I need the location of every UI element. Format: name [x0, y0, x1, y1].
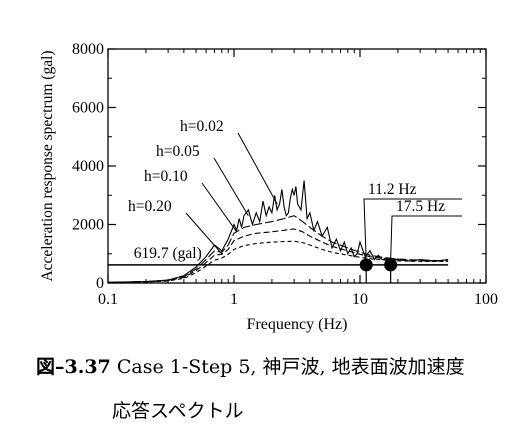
x-tick-label: 100: [474, 291, 498, 308]
x-axis-label: Frequency (Hz): [247, 316, 348, 333]
figure-caption-line-1: 図–3.37 Case 1-Step 5, 神戸波, 地表面波加速度: [36, 352, 465, 379]
frequency-marker-leader: [363, 198, 462, 261]
frequency-marker-leader: [390, 215, 462, 261]
x-tick-label: 10: [352, 291, 368, 308]
frequency-marker-label: 11.2 Hz: [368, 181, 417, 198]
series-line-h-0-10: [107, 228, 449, 283]
series-label: h=0.20: [128, 198, 172, 215]
series-line-h-0-02: [107, 180, 449, 283]
y-tick-label: 6000: [72, 100, 104, 117]
series-line-h-0-05: [107, 215, 449, 283]
y-tick-label: 2000: [72, 217, 104, 234]
x-axis: 0.1 1 10 100: [98, 49, 498, 308]
y-axis: 0 2000 4000 6000 8000: [72, 41, 486, 292]
y-tick-label: 8000: [72, 41, 104, 58]
x-tick-label: 0.1: [98, 291, 118, 308]
frequency-marker: [384, 258, 398, 272]
figure-caption-text: Case 1-Step 5, 神戸波, 地表面波加速度: [116, 356, 465, 378]
series-label-leader: [201, 182, 238, 233]
figure-number: 図–3.37: [36, 356, 111, 378]
y-axis-label: Acceleration response spectrum (gal): [39, 50, 56, 281]
reference-line-label: 619.7 (gal): [134, 245, 202, 262]
series-label-leader: [213, 157, 249, 216]
series-label: h=0.05: [156, 143, 200, 160]
series-label: h=0.10: [144, 168, 188, 185]
y-tick-label: 0: [96, 275, 104, 292]
frequency-marker-label: 17.5 Hz: [396, 198, 445, 215]
y-tick-label: 4000: [72, 158, 104, 175]
series-label: h=0.02: [180, 118, 224, 135]
x-tick-label: 1: [230, 291, 238, 308]
series-line-h-0-20: [107, 240, 449, 283]
series-label-leader: [237, 132, 278, 205]
acceleration-response-spectrum-chart: 0.1 1 10 100 0 2000 4000 6000 8000 619.7 (gal) h…: [39, 41, 498, 333]
frequency-marker: [359, 258, 373, 272]
annotation-layer: 619.7 (gal) h=0.02 h=0.05 h=0.10 h=0.20 11.2 …: [128, 118, 462, 262]
reference-layer: [108, 258, 449, 283]
series-layer: [107, 180, 449, 283]
figure-caption-line-2: 応答スペクトル: [112, 400, 244, 422]
series-label-leader: [185, 212, 223, 255]
